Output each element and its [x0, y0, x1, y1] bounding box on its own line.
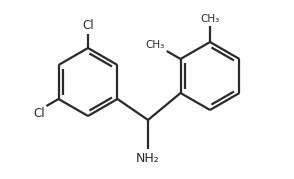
Text: Cl: Cl	[33, 107, 45, 120]
Text: CH₃: CH₃	[146, 40, 165, 50]
Text: NH₂: NH₂	[136, 152, 160, 165]
Text: Cl: Cl	[82, 19, 94, 32]
Text: CH₃: CH₃	[201, 14, 220, 24]
